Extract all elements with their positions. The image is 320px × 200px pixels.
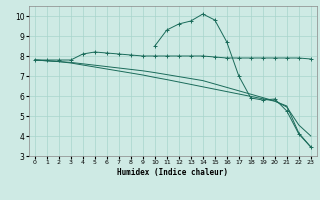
X-axis label: Humidex (Indice chaleur): Humidex (Indice chaleur) bbox=[117, 168, 228, 177]
